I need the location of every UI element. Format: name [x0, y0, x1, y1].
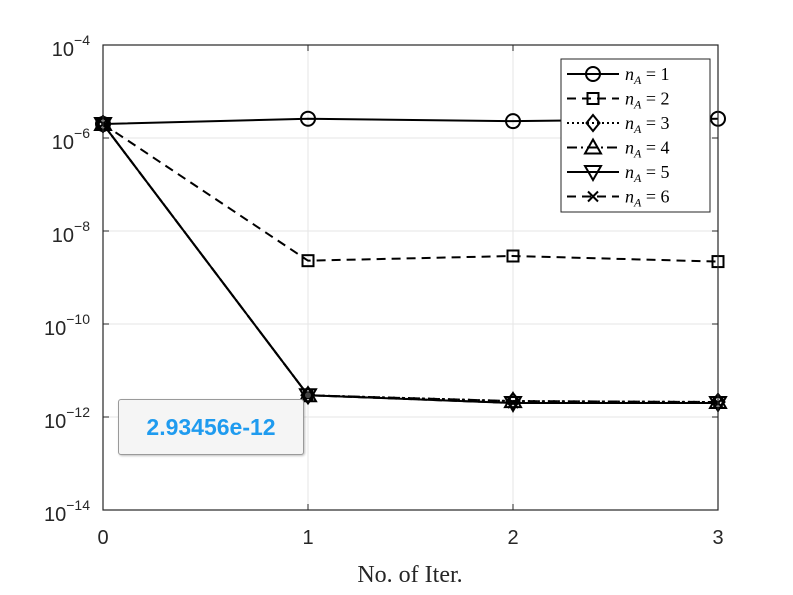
x-tick-label: 1 — [302, 527, 313, 549]
legend-entry: nA = 5 — [625, 162, 670, 185]
legend-entry: nA = 6 — [625, 187, 670, 210]
legend-marker — [585, 66, 601, 82]
ticks — [102, 44, 719, 511]
data-point — [300, 110, 316, 127]
x-tick-label: 2 — [507, 527, 518, 549]
y-tick-label: 10−4 — [52, 32, 90, 61]
legend-marker — [585, 113, 601, 133]
x-axis-label: No. of Iter. — [357, 562, 462, 588]
y-tick-label: 10−14 — [44, 497, 90, 526]
legend-entry: nA = 2 — [625, 89, 670, 112]
datatip-text: 2.93456e-12 — [146, 413, 276, 440]
datatip-box[interactable]: 2.93456e-12 — [118, 399, 304, 455]
legend-marker — [583, 165, 603, 183]
xtick-labels: 0 1 2 3 — [97, 527, 723, 549]
series-layer — [93, 110, 728, 414]
legend-entry: nA = 4 — [625, 138, 670, 161]
y-tick-label: 10−10 — [44, 311, 90, 340]
legend-box — [560, 58, 711, 213]
series-line — [102, 123, 719, 263]
data-point — [298, 385, 318, 403]
datatip-marker[interactable] — [304, 391, 312, 400]
x-tick-label: 3 — [712, 527, 723, 549]
y-tick-label: 10−6 — [52, 125, 90, 154]
ytick-labels: 10−4 10−6 10−8 10−10 10−12 10−14 — [44, 32, 90, 526]
data-point — [505, 391, 521, 411]
plot-frame — [102, 44, 719, 511]
legend-entry: nA = 3 — [625, 113, 670, 136]
legend: nA = 1nA = 2nA = 3nA = 4nA = 5nA = 6 — [560, 58, 711, 213]
series-line — [102, 123, 719, 404]
legend-entry: nA = 1 — [625, 64, 670, 87]
legend-marker — [587, 190, 599, 203]
legend-marker — [586, 92, 600, 105]
series-line — [102, 123, 719, 404]
data-point — [301, 254, 315, 268]
data-point — [300, 385, 316, 405]
y-tick-label: 10−8 — [52, 218, 90, 247]
legend-marker — [583, 137, 603, 155]
data-point — [506, 249, 520, 263]
data-point — [505, 113, 521, 130]
y-tick-label: 10−12 — [44, 404, 90, 433]
x-tick-label: 0 — [97, 527, 108, 549]
